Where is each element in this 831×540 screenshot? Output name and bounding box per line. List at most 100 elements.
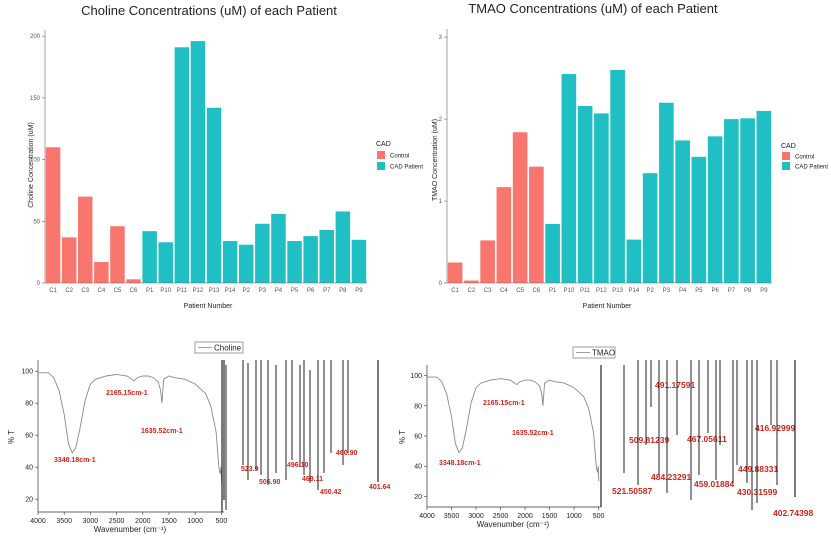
- x-tick-label: P6: [711, 288, 719, 294]
- x-axis-label: Patient Number: [583, 303, 632, 310]
- x-tick-label: 4000: [30, 518, 46, 525]
- x-tick-label: P8: [339, 288, 347, 294]
- x-tick-label: C5: [516, 288, 524, 294]
- x-tick-label: P14: [225, 288, 236, 294]
- x-tick-label: 3500: [56, 518, 72, 525]
- y-tick-label: 50: [33, 219, 40, 225]
- y-tick-label: 100: [21, 369, 33, 376]
- x-tick-label: 3000: [468, 513, 484, 520]
- legend-label-control: Control: [390, 154, 409, 160]
- peak-label: 523.9: [241, 466, 259, 473]
- bar: [206, 107, 222, 283]
- x-axis-label: Wavenumber (cm⁻¹): [477, 520, 550, 529]
- chart-title: Choline Concentrations (uM) of each Pati…: [81, 3, 337, 18]
- y-tick-label: 3: [439, 35, 443, 41]
- legend-swatch-control: [782, 152, 790, 160]
- bar: [110, 226, 125, 283]
- bar: [561, 74, 577, 283]
- x-tick-label: 2500: [493, 513, 509, 520]
- x-tick-label: P11: [580, 288, 591, 294]
- x-tick-label: 1000: [187, 518, 203, 525]
- x-tick-label: P9: [760, 288, 768, 294]
- x-tick-label: C1: [451, 288, 459, 294]
- peak-label: 506.90: [259, 479, 281, 486]
- bar: [351, 239, 367, 283]
- bar: [303, 236, 318, 283]
- peak-label: 416.92999: [755, 423, 795, 433]
- bar: [480, 240, 495, 283]
- peak-label: 521.50587: [612, 486, 652, 496]
- spectrum-line: [427, 376, 600, 482]
- peak-label: 459.01884: [694, 479, 734, 489]
- y-axis-label: % T: [398, 430, 407, 444]
- x-axis-label: Patient Number: [184, 303, 233, 310]
- x-tick-label: P10: [160, 288, 171, 294]
- x-tick-label: P3: [663, 288, 671, 294]
- x-tick-label: 1500: [542, 513, 558, 520]
- x-tick-label: C3: [81, 288, 89, 294]
- bar: [142, 231, 157, 283]
- bar: [724, 119, 739, 284]
- bar: [45, 147, 61, 283]
- bar: [610, 69, 625, 283]
- tmao-bar-chart: TMAO Concentrations (uM) of each Patient…: [432, 1, 828, 310]
- bar: [740, 118, 755, 283]
- x-tick-label: 3000: [83, 518, 99, 525]
- x-tick-label: C2: [468, 288, 476, 294]
- legend-label-control: Control: [795, 155, 814, 161]
- legend: Choline: [194, 341, 244, 354]
- legend-swatch-cad: [377, 162, 385, 170]
- bar: [675, 140, 690, 283]
- y-tick-label: 0: [439, 281, 443, 287]
- bar: [239, 244, 254, 283]
- peak-label: 401.64: [369, 484, 391, 491]
- x-tick-label: C4: [98, 288, 106, 294]
- y-tick-label: 40: [25, 465, 33, 472]
- peak-label: 1635.52cm-1: [141, 428, 183, 435]
- legend-title: CAD: [781, 143, 796, 150]
- peak-label: 509.81239: [629, 435, 669, 445]
- peak-label: 3348.18cm-1: [439, 460, 481, 467]
- x-tick-label: P3: [259, 288, 267, 294]
- bar: [174, 47, 190, 284]
- y-tick-label: 80: [414, 403, 422, 410]
- bar: [190, 41, 206, 284]
- bar: [126, 279, 141, 283]
- x-tick-label: P2: [243, 288, 251, 294]
- bar: [271, 213, 286, 283]
- peak-label: 496.10: [287, 462, 309, 469]
- peak-label: 467.05611: [687, 434, 727, 444]
- y-tick-label: 80: [25, 401, 33, 408]
- x-tick-label: C6: [130, 288, 138, 294]
- bar: [61, 237, 77, 283]
- legend-label-cad: CAD Patient: [795, 165, 828, 171]
- bar: [78, 196, 93, 283]
- y-tick-label: 0: [37, 281, 41, 287]
- x-tick-label: P8: [744, 288, 752, 294]
- x-tick-label: 500: [593, 513, 605, 520]
- legend-label-cad: CAD Patient: [390, 165, 423, 171]
- x-tick-label: 1500: [161, 518, 177, 525]
- peak-labels: 3348.18cm-1 2165.15cm-1 1635.52cm-1 523.…: [54, 390, 391, 496]
- x-tick-label: P6: [307, 288, 315, 294]
- bar: [255, 223, 270, 283]
- x-tick-label: P1: [146, 288, 154, 294]
- y-axis-label: % T: [7, 430, 16, 444]
- bar: [158, 242, 173, 283]
- peak-label: 402.74398: [773, 508, 813, 518]
- x-tick-label: 4000: [419, 513, 435, 520]
- x-tick-label: P14: [629, 288, 640, 294]
- y-tick-label: 60: [25, 433, 33, 440]
- legend: TMAO: [572, 346, 616, 359]
- peak-label: 450.42: [320, 489, 342, 496]
- peak-label: 491.17591: [655, 380, 695, 390]
- x-tick-label: C2: [65, 288, 73, 294]
- legend: CAD Control CAD Patient: [376, 141, 423, 171]
- y-tick-label: 60: [414, 434, 422, 441]
- peak-label: 2165.15cm-1: [483, 400, 525, 407]
- peak-label: 460.90: [336, 450, 358, 457]
- x-tick-label: C4: [500, 288, 508, 294]
- tmao-ir-spectrum: TMAO % T Wavenumber (cm⁻¹) 3348.18cm-1 2…: [398, 346, 813, 529]
- legend-box: [572, 346, 616, 359]
- legend-label: Choline: [214, 344, 242, 353]
